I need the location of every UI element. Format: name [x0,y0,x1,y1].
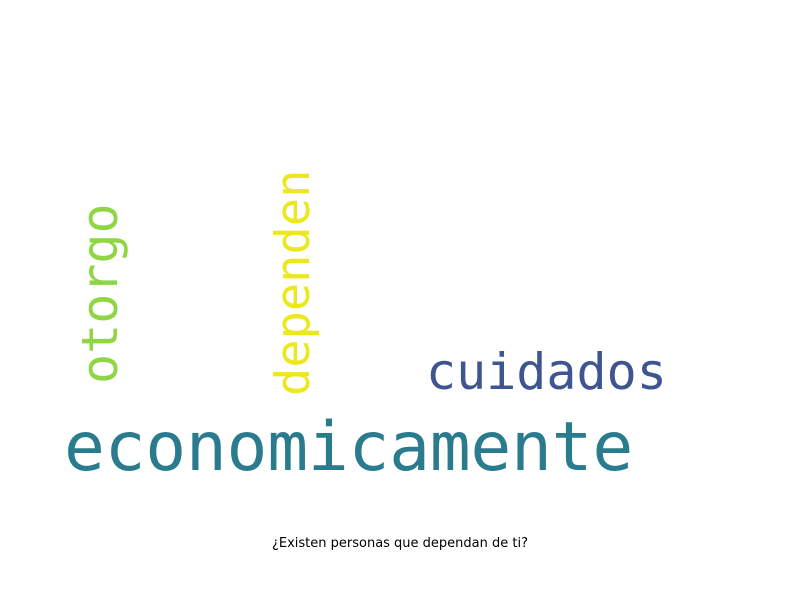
figure-caption: ¿Existen personas que dependan de ti? [271,536,529,551]
word-dependen: dependen [266,169,321,396]
word-cuidados: cuidados [426,343,667,401]
word-economicamente: economicamente [64,408,633,487]
word-otorgo: otorgo [71,203,129,384]
